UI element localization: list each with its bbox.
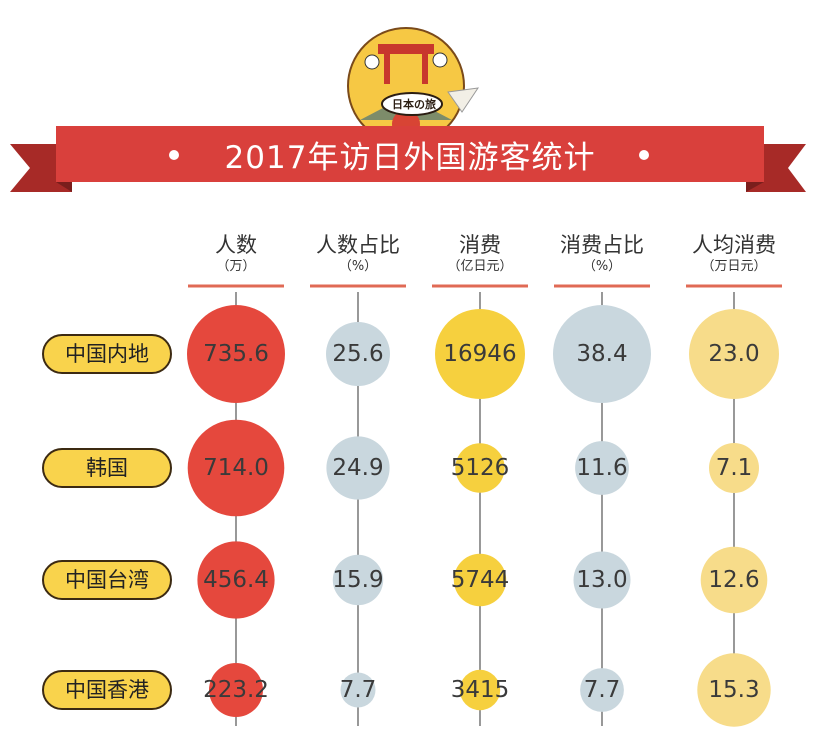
value-label-spending: 5126 [450,455,510,481]
row-label: 中国内地 [42,334,172,374]
row-label: 韩国 [42,448,172,488]
value-label-per_capita: 12.6 [708,567,760,593]
value-label-spending: 3415 [450,677,510,703]
bubble-visitor_share [326,436,390,500]
bubble-per_capita [709,443,759,493]
value-label-visitor_share: 15.9 [332,567,384,593]
title-banner [10,126,806,192]
column-header-visitors: 人数 （万） [176,232,296,276]
column-title-visitors: 人数 [215,233,257,257]
column-unit-spending: （亿日元） [447,259,513,274]
banner-dot-left [169,150,179,160]
page-title: 2017年访日外国游客统计 [224,140,596,176]
value-label-per_capita: 7.1 [715,455,753,481]
column-header-spending_share: 消费占比 （%） [542,232,662,276]
value-label-visitors: 223.2 [203,677,269,703]
column-unit-visitor_share: （%） [338,259,378,274]
bubble-per_capita [697,653,771,727]
column-title-visitor_share: 人数占比 [316,233,400,257]
value-label-spending_share: 38.4 [576,341,628,367]
value-label-visitor_share: 25.6 [332,341,384,367]
column-unit-per_capita: （万日元） [701,259,767,274]
bubble-visitor_share [340,672,376,708]
bubble-visitor_share [332,554,384,606]
value-label-spending_share: 13.0 [576,567,628,593]
bubble-spending_share [553,305,651,403]
bubble-visitors [209,663,263,717]
value-label-spending: 16946 [443,341,517,367]
column-header-visitor_share: 人数占比 （%） [298,232,418,276]
bubble-visitors [187,305,285,403]
value-label-visitors: 735.6 [203,341,269,367]
value-label-per_capita: 23.0 [708,341,760,367]
column-unit-visitors: （万） [216,259,256,274]
value-label-spending_share: 11.6 [576,455,628,481]
column-header-spending: 消费 （亿日元） [420,232,540,276]
value-label-visitors: 714.0 [203,455,269,481]
bubble-per_capita [689,309,779,399]
banner-dot-right [639,150,649,160]
value-label-visitor_share: 24.9 [332,455,384,481]
row-label: 中国香港 [42,670,172,710]
bubble-visitors [197,541,275,619]
column-title-per_capita: 人均消费 [692,233,776,257]
value-label-visitors: 456.4 [203,567,269,593]
bubble-spending_share [573,551,631,609]
value-label-spending_share: 7.7 [583,677,621,703]
bubble-visitors [187,419,285,517]
bubble-visitor_share [326,322,390,386]
row-label: 中国台湾 [42,560,172,600]
bubble-spending_share [575,441,629,495]
bubble-spending [455,443,505,493]
column-unit-spending_share: （%） [582,259,622,274]
bubble-spending [453,553,507,607]
logo-text: 日本の旅 [392,98,436,111]
column-title-spending_share: 消费占比 [560,233,644,257]
value-label-per_capita: 15.3 [708,677,760,703]
value-label-spending: 5744 [450,567,510,593]
bubble-spending [435,309,525,399]
bubble-spending [459,669,501,711]
bubble-per_capita [700,546,768,614]
bubble-spending_share [580,668,624,712]
value-label-visitor_share: 7.7 [339,677,377,703]
column-header-per_capita: 人均消费 （万日元） [674,232,794,276]
column-title-spending: 消费 [459,233,501,257]
